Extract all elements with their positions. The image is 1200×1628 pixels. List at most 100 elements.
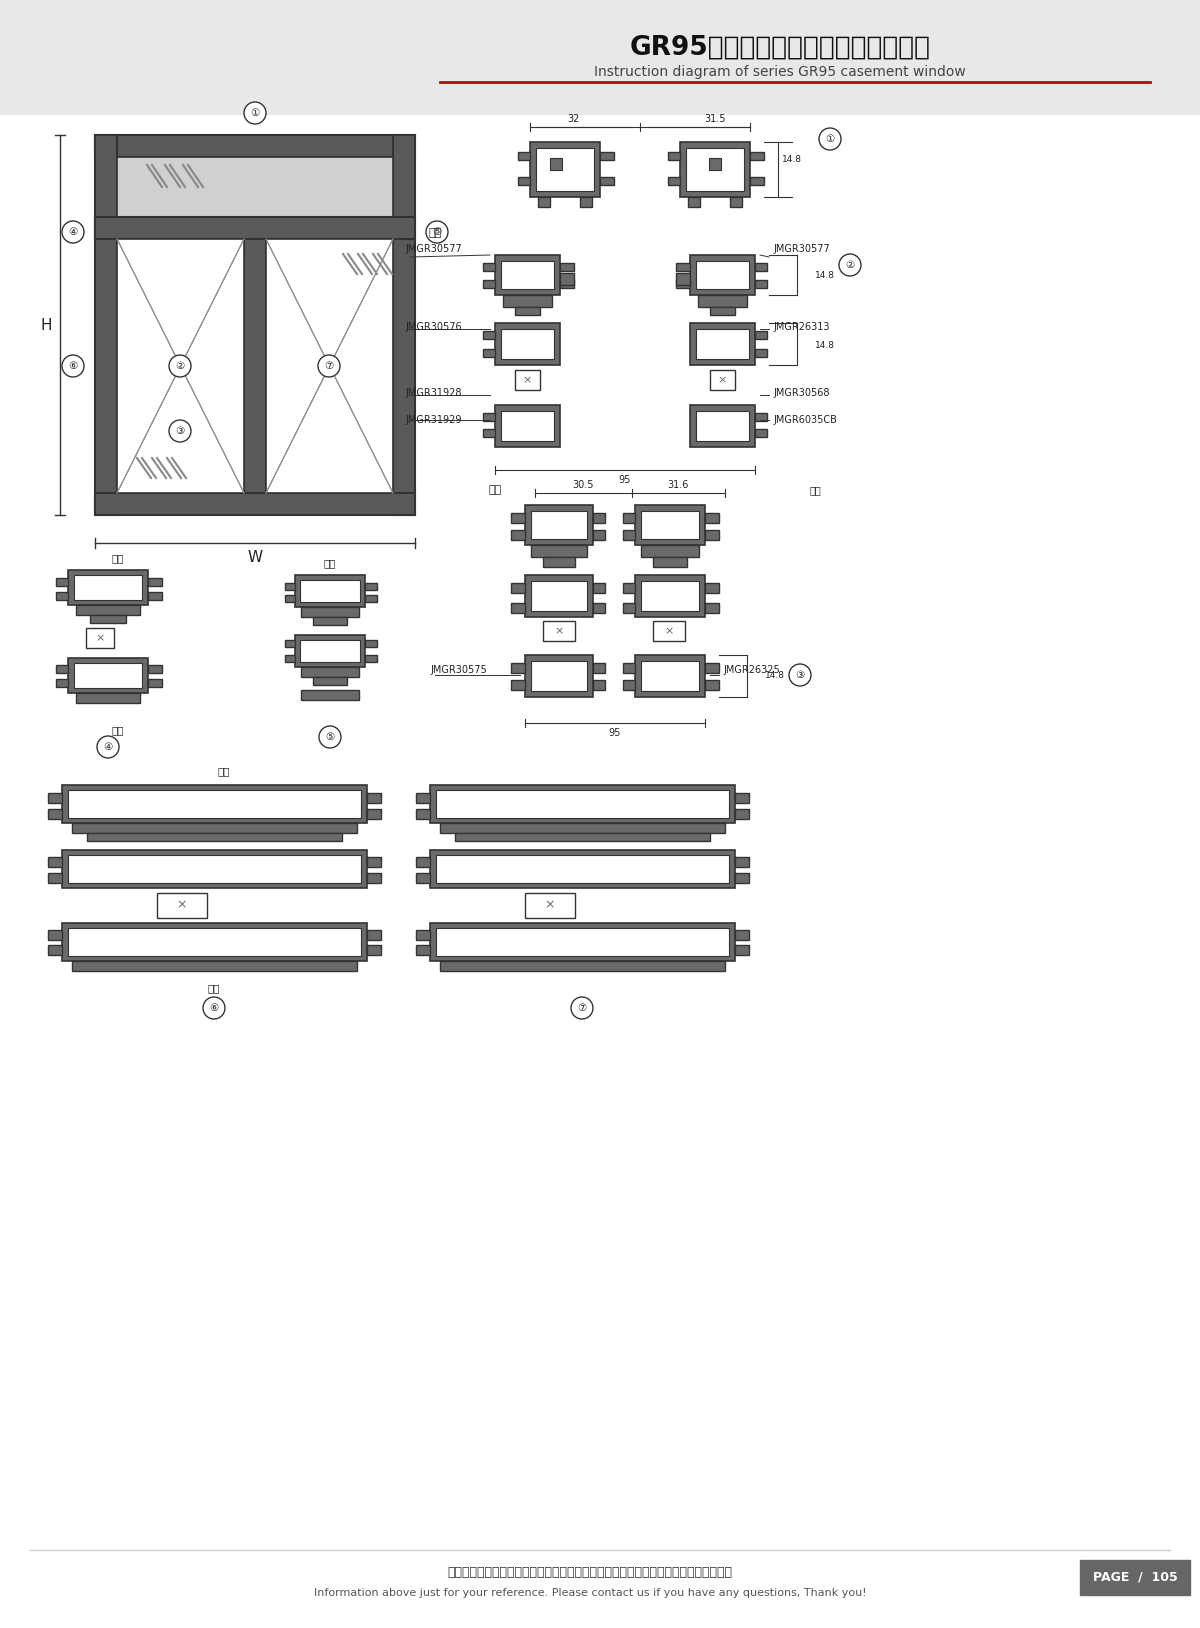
Text: 室内: 室内: [112, 554, 125, 563]
Text: W: W: [247, 550, 263, 565]
Text: JMGR30575: JMGR30575: [430, 664, 487, 676]
Bar: [690, 256, 755, 295]
Bar: [536, 148, 594, 190]
Text: JMGR30577: JMGR30577: [406, 244, 462, 254]
Bar: [515, 308, 540, 314]
Bar: [148, 664, 162, 672]
Bar: [530, 581, 587, 610]
Circle shape: [818, 129, 841, 150]
Bar: [502, 410, 554, 441]
Text: JMGR30576: JMGR30576: [406, 322, 462, 332]
Circle shape: [97, 736, 119, 759]
Bar: [686, 148, 744, 190]
Bar: [688, 197, 700, 207]
Circle shape: [169, 355, 191, 378]
Bar: [635, 505, 706, 545]
Bar: [676, 264, 690, 270]
Bar: [95, 217, 415, 239]
Bar: [482, 330, 496, 339]
Bar: [76, 694, 140, 703]
Bar: [436, 855, 730, 882]
Bar: [496, 405, 560, 448]
Bar: [668, 151, 680, 160]
Bar: [436, 928, 730, 956]
Bar: [367, 856, 382, 868]
Bar: [698, 295, 746, 308]
Text: JMGR26325: JMGR26325: [722, 664, 780, 676]
Bar: [600, 151, 614, 160]
Text: H: H: [41, 317, 52, 332]
Text: ③: ③: [796, 671, 805, 681]
Bar: [416, 930, 430, 939]
Text: ①: ①: [251, 107, 259, 117]
Text: ×: ×: [176, 899, 187, 912]
Bar: [668, 177, 680, 186]
Bar: [496, 322, 560, 365]
Bar: [90, 615, 126, 624]
Text: ⑦: ⑦: [324, 361, 334, 371]
Bar: [62, 850, 367, 887]
Text: 室外: 室外: [112, 724, 125, 734]
Bar: [95, 493, 415, 514]
Text: ×: ×: [718, 374, 727, 384]
Bar: [301, 607, 359, 617]
Bar: [118, 156, 394, 217]
Text: ×: ×: [545, 899, 556, 912]
Circle shape: [169, 420, 191, 441]
Bar: [530, 661, 587, 690]
Bar: [511, 663, 526, 672]
Bar: [755, 414, 767, 422]
Bar: [394, 135, 415, 514]
Bar: [641, 511, 698, 539]
Bar: [365, 654, 377, 663]
Bar: [503, 295, 552, 308]
Bar: [734, 944, 749, 956]
Bar: [706, 583, 719, 593]
Bar: [690, 405, 755, 448]
Bar: [706, 531, 719, 540]
Bar: [734, 930, 749, 939]
Bar: [416, 809, 430, 819]
Circle shape: [62, 355, 84, 378]
Circle shape: [426, 221, 448, 243]
Bar: [68, 855, 361, 882]
Bar: [436, 790, 730, 817]
Bar: [56, 679, 68, 687]
Circle shape: [62, 221, 84, 243]
Text: 14.8: 14.8: [782, 155, 802, 163]
Bar: [530, 511, 587, 539]
Bar: [482, 414, 496, 422]
Bar: [48, 809, 62, 819]
Bar: [526, 654, 593, 697]
Text: 室内: 室内: [217, 767, 230, 777]
Bar: [74, 575, 142, 601]
Circle shape: [839, 254, 862, 277]
Bar: [430, 785, 734, 824]
Text: 31.6: 31.6: [667, 480, 689, 490]
Bar: [365, 640, 377, 646]
Bar: [118, 239, 244, 493]
Bar: [301, 690, 359, 700]
Text: JMGR30577: JMGR30577: [773, 244, 829, 254]
Bar: [76, 606, 140, 615]
Bar: [706, 602, 719, 614]
Bar: [62, 923, 367, 961]
Text: ⑦: ⑦: [577, 1003, 587, 1013]
Bar: [706, 663, 719, 672]
Text: ×: ×: [665, 627, 673, 637]
Bar: [635, 654, 706, 697]
Text: ⑥: ⑥: [209, 1003, 218, 1013]
Bar: [440, 824, 725, 834]
Bar: [295, 575, 365, 607]
Bar: [300, 640, 360, 663]
Bar: [74, 663, 142, 689]
Bar: [511, 513, 526, 523]
Bar: [593, 663, 605, 672]
Bar: [416, 856, 430, 868]
Bar: [696, 410, 749, 441]
Bar: [157, 894, 208, 918]
Bar: [367, 873, 382, 882]
Bar: [68, 928, 361, 956]
Text: ②: ②: [175, 361, 185, 371]
Bar: [1080, 1560, 1190, 1595]
